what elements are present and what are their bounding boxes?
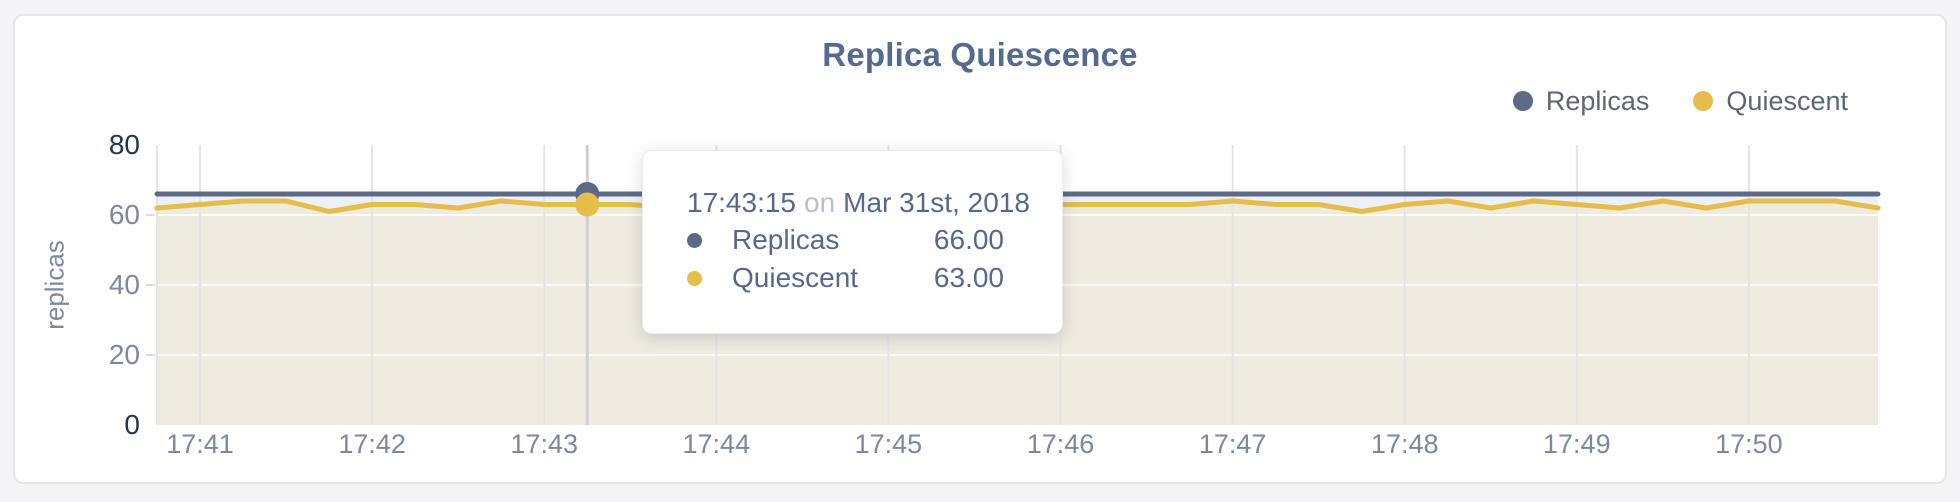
x-tick-label: 17:48: [1370, 429, 1439, 459]
tooltip-quiescent-value: 63.00: [933, 262, 1004, 293]
legend: Replicas Quiescent: [1512, 82, 1848, 120]
tooltip-date: Mar 31st, 2018: [843, 187, 1030, 218]
replicas-legend-dot-icon: [1512, 91, 1533, 111]
replicas-dot-icon: [687, 232, 702, 248]
tooltip-quiescent-label: Quiescent: [732, 262, 859, 293]
tooltip-row-quiescent: Quiescent 63.00: [687, 259, 1004, 297]
y-tick-label: 40: [108, 269, 140, 300]
tooltip-preposition: on: [804, 187, 836, 218]
y-tick-label: 60: [108, 199, 140, 230]
y-tick-label: 80: [108, 129, 140, 160]
tooltip-replicas-value: 66.00: [933, 224, 1004, 255]
x-tick-label: 17:44: [682, 429, 751, 459]
quiescent-legend-dot-icon: [1693, 91, 1714, 111]
tooltip-header: 17:43:15 on Mar 31st, 2018: [687, 185, 1030, 221]
legend-item-replicas[interactable]: Replicas: [1512, 85, 1650, 117]
x-tick-label: 17:46: [1026, 429, 1095, 459]
tooltip-replicas-label: Replicas: [732, 224, 840, 255]
y-tick-label: 0: [124, 409, 140, 440]
chart-title: Replica Quiescence: [822, 36, 1138, 73]
legend-label-replicas: Replicas: [1545, 85, 1650, 116]
tooltip: 17:43:15 on Mar 31st, 2018 Replicas 66.00 …: [642, 150, 1063, 334]
tooltip-time: 17:43:15: [687, 187, 796, 218]
x-tick-label: 17:49: [1543, 429, 1611, 459]
y-tick-label: 20: [108, 339, 140, 370]
tooltip-row-replicas: Replicas 66.00: [687, 221, 1004, 259]
quiescent-point-marker: [575, 192, 600, 217]
x-tick-label: 17:47: [1198, 429, 1267, 459]
x-tick-label: 17:45: [854, 429, 923, 459]
legend-item-quiescent[interactable]: Quiescent: [1693, 86, 1848, 117]
x-tick-label: 17:43: [510, 429, 578, 459]
legend-label-quiescent: Quiescent: [1726, 85, 1848, 116]
x-tick-label: 17:50: [1715, 429, 1783, 459]
x-tick-label: 17:42: [338, 429, 406, 459]
quiescent-dot-icon: [687, 270, 702, 286]
x-tick-label: 17:41: [166, 429, 234, 459]
